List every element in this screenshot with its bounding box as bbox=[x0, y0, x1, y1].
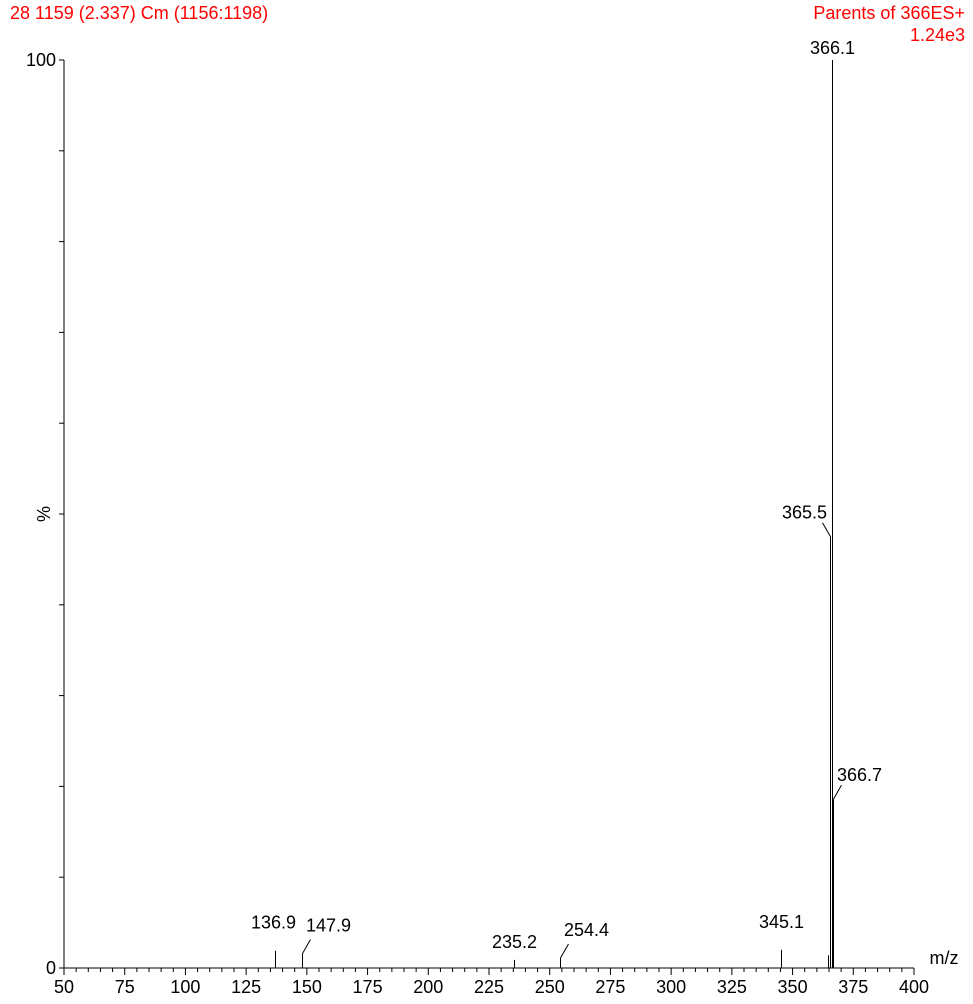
x-tick-label: 275 bbox=[595, 977, 625, 997]
peak-label: 366.7 bbox=[837, 765, 882, 785]
x-tick-label: 300 bbox=[656, 977, 686, 997]
x-tick-label: 125 bbox=[231, 977, 261, 997]
y-tick-label: 100 bbox=[26, 50, 56, 70]
x-tick-label: 325 bbox=[717, 977, 747, 997]
y-tick-label: 0 bbox=[46, 958, 56, 978]
x-tick-label: 75 bbox=[115, 977, 135, 997]
x-tick-label: 175 bbox=[353, 977, 383, 997]
spectrum-header-right: Parents of 366ES+ bbox=[813, 3, 965, 23]
x-tick-label: 250 bbox=[535, 977, 565, 997]
x-tick-label: 100 bbox=[170, 977, 200, 997]
x-tick-label: 350 bbox=[778, 977, 808, 997]
x-tick-label: 225 bbox=[474, 977, 504, 997]
x-tick-label: 400 bbox=[899, 977, 929, 997]
peak-label: 235.2 bbox=[492, 932, 537, 952]
peak-label-leader bbox=[833, 784, 842, 800]
x-tick-label: 150 bbox=[292, 977, 322, 997]
peak-label: 366.1 bbox=[810, 38, 855, 58]
x-tick-label: 200 bbox=[413, 977, 443, 997]
peak-label-leader bbox=[822, 522, 831, 537]
peak-label: 136.9 bbox=[251, 913, 296, 933]
peak-label: 254.4 bbox=[564, 920, 609, 940]
peak-label-leader bbox=[560, 943, 569, 959]
peak-label: 147.9 bbox=[306, 915, 351, 935]
peak-label: 365.5 bbox=[782, 503, 827, 523]
x-tick-label: 375 bbox=[838, 977, 868, 997]
spectrum-header-left: 28 1159 (2.337) Cm (1156:1198) bbox=[10, 3, 269, 23]
intensity-scale-label: 1.24e3 bbox=[909, 25, 965, 45]
chart-peaks bbox=[275, 60, 834, 968]
x-axis-label: m/z bbox=[930, 948, 959, 968]
chart-peak-labels: 136.9 147.9 235.2 254.4 345.1 365.5 366.1 366.7 bbox=[251, 38, 882, 959]
peak-label: 345.1 bbox=[759, 912, 804, 932]
peak-label-leader bbox=[302, 939, 311, 954]
y-axis-label: % bbox=[34, 506, 54, 522]
chart-axes: 0 100% 50 75 100 125 150 175 200 225 250 275 300 325 3… bbox=[26, 50, 959, 997]
x-tick-label: 50 bbox=[54, 977, 74, 997]
